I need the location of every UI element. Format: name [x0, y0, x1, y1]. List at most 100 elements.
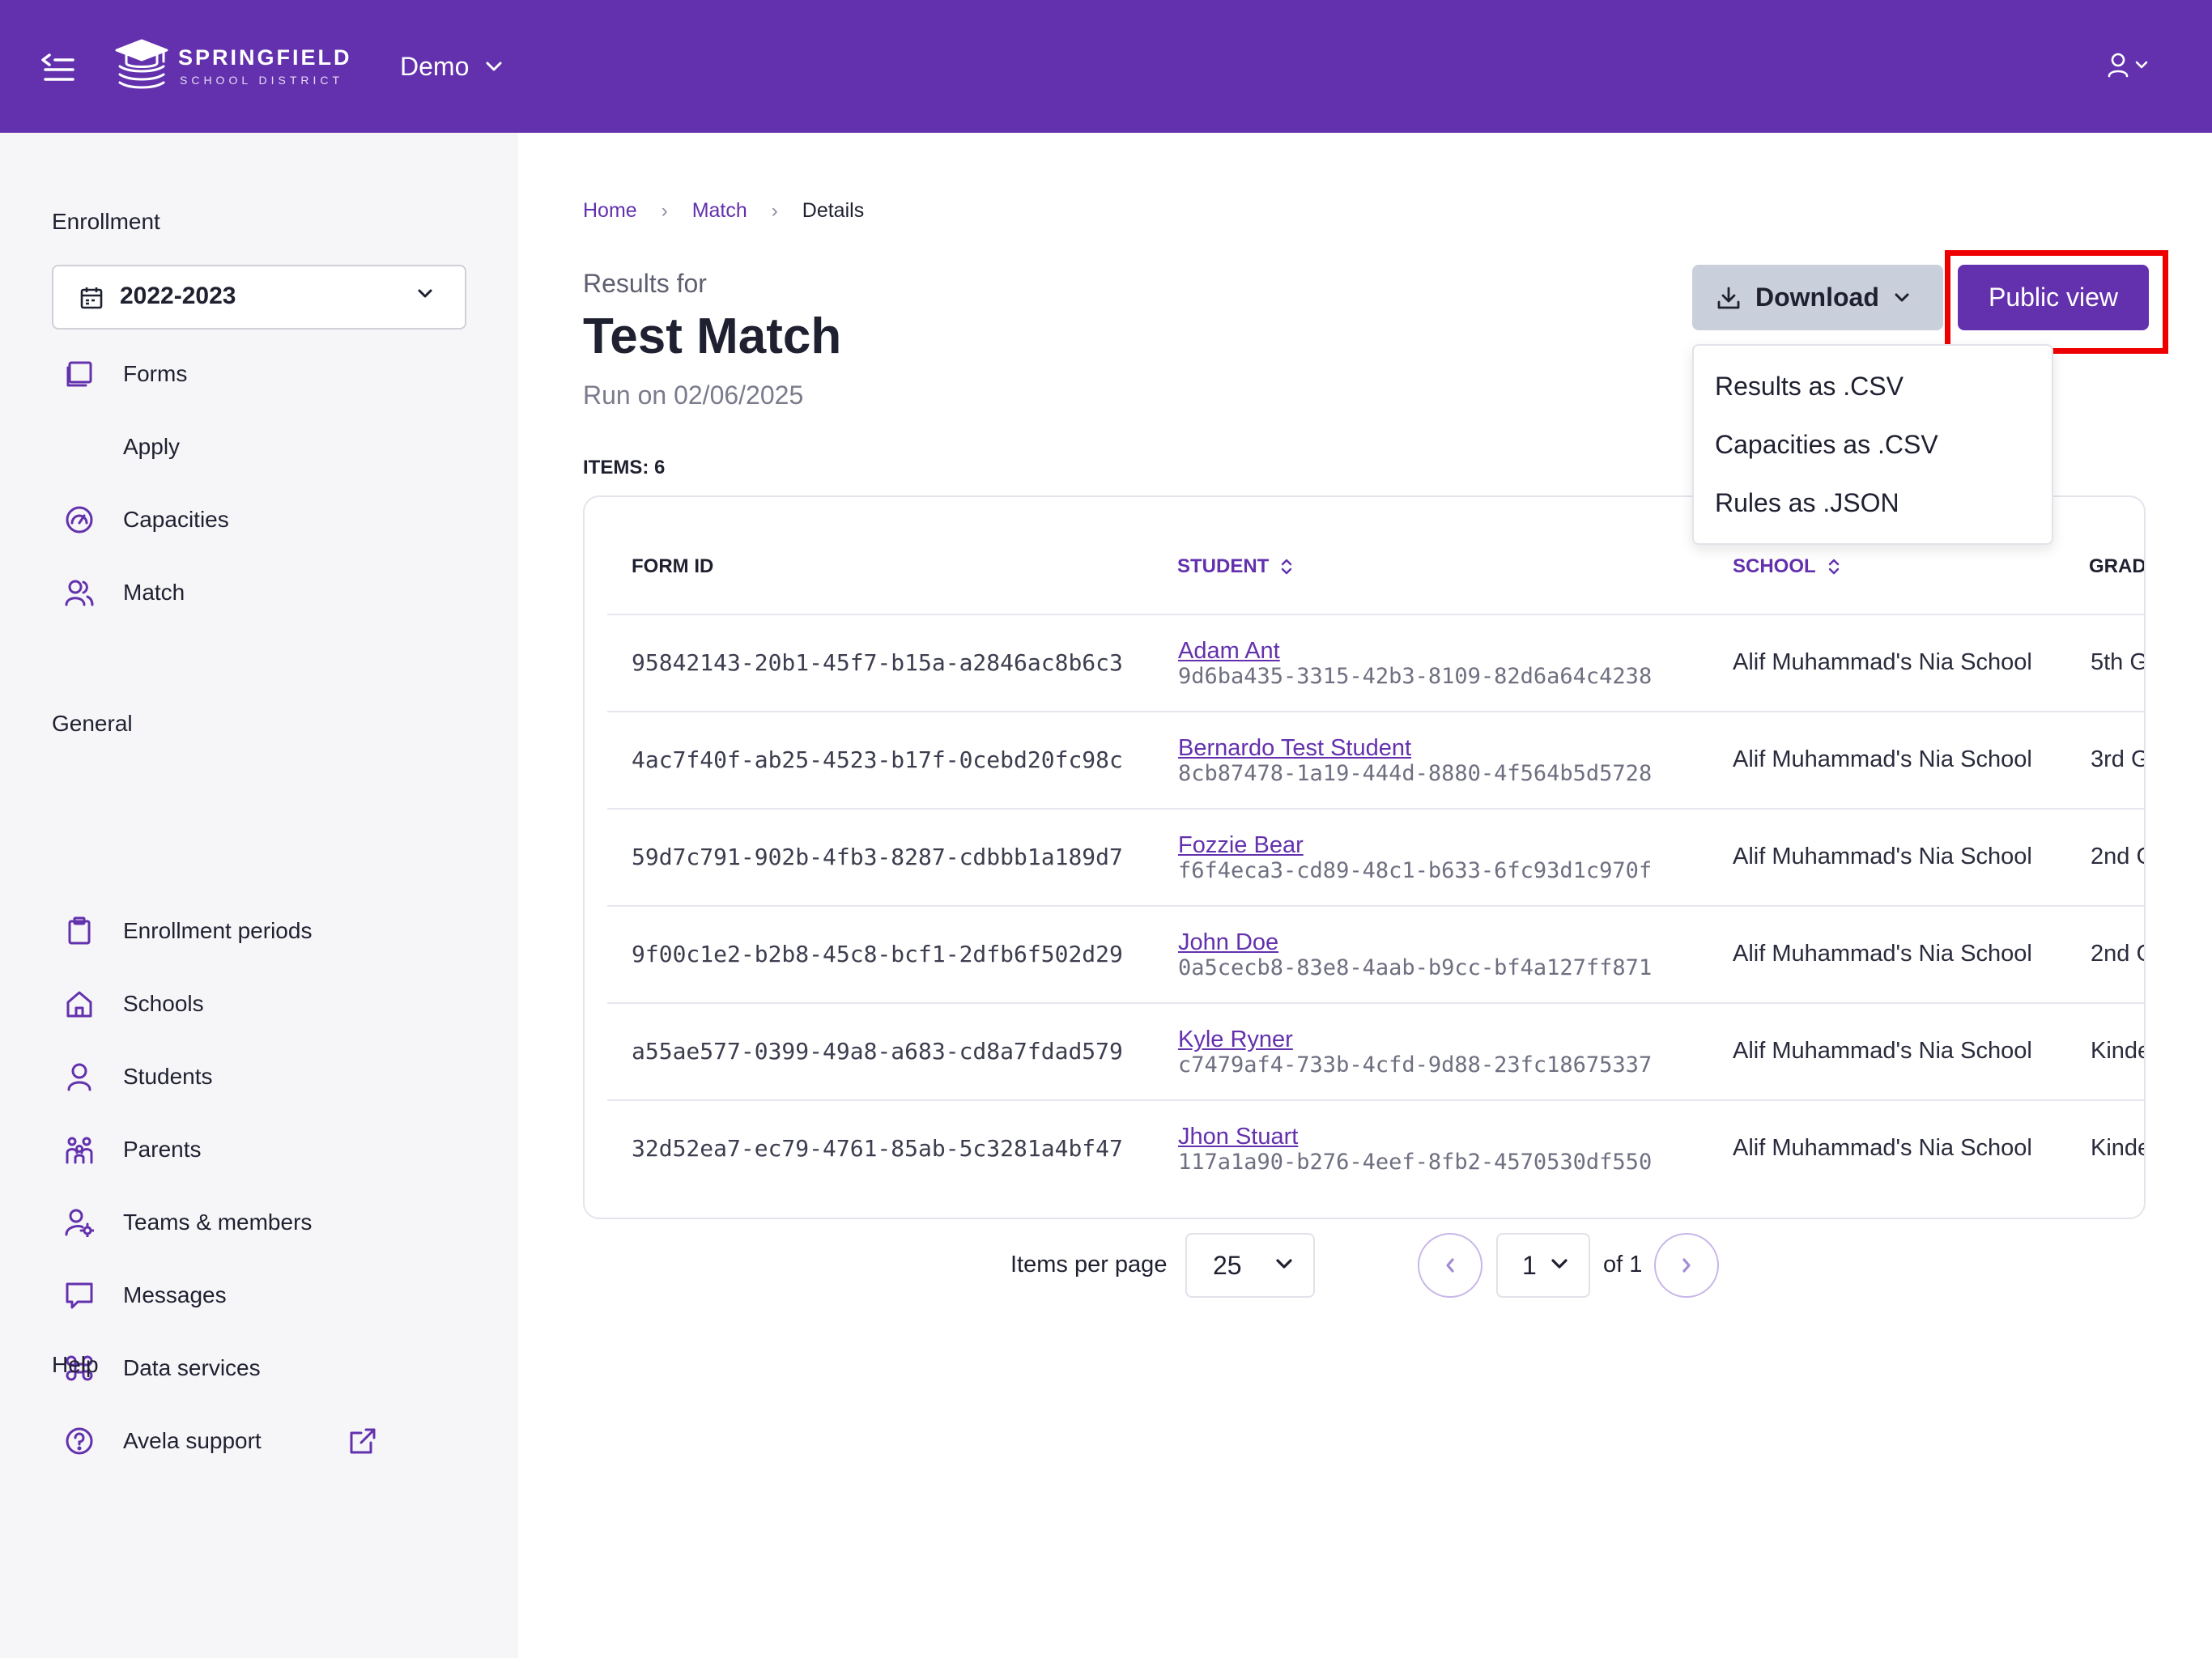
download-menu: Results as .CSV Capacities as .CSV Rules…	[1692, 344, 2053, 545]
sidebar-item-students[interactable]: Students	[52, 1048, 466, 1106]
enrollment-year-select[interactable]: 2022-2023	[52, 265, 466, 329]
sidebar-item-label: Capacities	[123, 507, 229, 532]
sidebar-item-label: Messages	[123, 1282, 227, 1307]
column-header-grade: GRAD	[2089, 555, 2144, 578]
family-icon	[65, 1135, 94, 1164]
enrollment-year-value: 2022-2023	[120, 283, 236, 309]
student-name-link[interactable]: John Doe	[1178, 929, 1279, 955]
form-id-cell: 59d7c791-902b-4fb3-8287-cdbbb1a189d7	[632, 844, 1123, 870]
student-id: 8cb87478-1a19-444d-8880-4f564b5d5728	[1178, 761, 1653, 786]
student-name-link[interactable]: Jhon Stuart	[1178, 1124, 1299, 1150]
district-logo[interactable]: SPRINGFIELD SCHOOL DISTRICT	[113, 37, 350, 96]
organization-name: Demo	[400, 51, 470, 81]
breadcrumb-home[interactable]: Home	[583, 199, 637, 222]
row-divider	[607, 808, 2144, 810]
column-header-school[interactable]: SCHOOL	[1733, 555, 1840, 578]
grade-cell: 3rd G	[2091, 746, 2146, 772]
student-name-link[interactable]: Kyle Ryner	[1178, 1027, 1293, 1052]
sidebar-item-label: Data services	[123, 1355, 261, 1380]
school-cell: Alif Muhammad's Nia School	[1733, 1135, 2032, 1161]
user-gear-icon	[65, 1208, 94, 1237]
sidebar-item-teams-members[interactable]: Teams & members	[52, 1193, 466, 1252]
public-view-highlight	[1945, 250, 2168, 354]
student-id: 117a1a90-b276-4eef-8fb2-4570530df550	[1178, 1150, 1653, 1175]
breadcrumb-current: Details	[802, 199, 865, 222]
items-per-page-select[interactable]: 25	[1185, 1233, 1315, 1298]
sidebar-item-data-services[interactable]: Data services	[52, 1339, 466, 1397]
sidebar-item-label: Enrollment periods	[123, 918, 313, 943]
school-cell: Alif Muhammad's Nia School	[1733, 844, 2032, 869]
column-header-student[interactable]: STUDENT	[1177, 555, 1293, 578]
home-icon	[65, 989, 94, 1018]
sidebar-item-match[interactable]: Match	[52, 563, 466, 622]
results-for-label: Results for	[583, 269, 707, 298]
menu-item-rules-json[interactable]: Rules as .JSON	[1715, 488, 1899, 517]
logo-title: SPRINGFIELD	[178, 45, 352, 70]
items-per-page-label: Items per page	[1010, 1252, 1168, 1278]
help-heading: Help	[52, 1352, 99, 1377]
sidebar-item-label: Schools	[123, 991, 204, 1016]
student-id: f6f4eca3-cd89-48c1-b633-6fc93d1c970f	[1178, 858, 1653, 883]
page-select[interactable]: 1	[1496, 1233, 1590, 1298]
grade-cell: Kinde	[2091, 1135, 2146, 1161]
sidebar-item-enrollment-periods[interactable]: Enrollment periods	[52, 902, 466, 960]
school-cell: Alif Muhammad's Nia School	[1733, 1038, 2032, 1064]
collapse-menu-icon[interactable]	[39, 47, 78, 86]
page-total: of 1	[1603, 1252, 1643, 1278]
student-name-link[interactable]: Fozzie Bear	[1178, 832, 1304, 858]
sidebar-item-messages[interactable]: Messages	[52, 1266, 466, 1324]
column-header-label: STUDENT	[1177, 555, 1270, 577]
menu-item-capacities-csv[interactable]: Capacities as .CSV	[1715, 430, 1938, 459]
sidebar-item-parents[interactable]: Parents	[52, 1120, 466, 1179]
clipboard-icon	[65, 916, 94, 946]
chevron-right-icon	[1681, 1256, 1692, 1274]
command-icon	[65, 1354, 94, 1383]
student-id: 0a5cecb8-83e8-4aab-b9cc-bf4a127ff871	[1178, 955, 1653, 980]
graduation-cap-icon	[113, 37, 170, 91]
chevron-down-icon	[1550, 1257, 1569, 1270]
gauge-icon	[65, 505, 94, 534]
column-header-form-id: FORM ID	[632, 555, 713, 578]
grade-cell: 2nd G	[2091, 844, 2144, 869]
chevron-left-icon	[1444, 1256, 1456, 1274]
enrollment-heading: Enrollment	[52, 209, 160, 234]
external-link-icon[interactable]	[348, 1426, 377, 1456]
sidebar-item-avela-support[interactable]: Avela support	[52, 1412, 466, 1470]
previous-page-button[interactable]	[1418, 1233, 1482, 1298]
sidebar-item-capacities[interactable]: Capacities	[52, 491, 466, 549]
row-divider	[607, 711, 2144, 712]
general-heading: General	[52, 711, 133, 736]
breadcrumb-match[interactable]: Match	[691, 199, 747, 222]
download-button[interactable]: Download	[1692, 265, 1943, 330]
public-view-button-label: Public view	[1988, 283, 2119, 312]
student-name-link[interactable]: Adam Ant	[1178, 638, 1280, 664]
student-name-link[interactable]: Bernardo Test Student	[1178, 735, 1412, 761]
form-id-cell: a55ae577-0399-49a8-a683-cd8a7fdad579	[632, 1038, 1123, 1065]
logo-subtitle: SCHOOL DISTRICT	[180, 74, 344, 87]
download-icon	[1716, 286, 1741, 310]
message-icon	[65, 1281, 94, 1310]
school-cell: Alif Muhammad's Nia School	[1733, 649, 2032, 675]
next-page-button[interactable]	[1654, 1233, 1719, 1298]
person-icon	[65, 1062, 94, 1091]
forms-icon	[65, 359, 94, 389]
results-table: FORM ID STUDENT SCHOOL GRAD 95842143-20b…	[583, 495, 2146, 1219]
chevron-down-icon	[485, 61, 503, 72]
sidebar-item-forms[interactable]: Forms	[52, 345, 466, 403]
top-bar: SPRINGFIELD SCHOOL DISTRICT Demo	[0, 0, 2212, 133]
menu-item-results-csv[interactable]: Results as .CSV	[1715, 372, 1904, 401]
school-cell: Alif Muhammad's Nia School	[1733, 746, 2032, 772]
user-menu-button[interactable]	[2107, 49, 2149, 81]
sidebar-item-apply[interactable]: Apply	[52, 418, 466, 476]
sort-icon	[1827, 558, 1840, 576]
chevron-down-icon	[416, 288, 434, 300]
public-view-button[interactable]: Public view	[1958, 265, 2149, 330]
column-header-label: FORM ID	[632, 555, 714, 577]
organization-switcher[interactable]: Demo	[400, 47, 503, 86]
chevron-down-icon	[1274, 1257, 1294, 1270]
form-id-cell: 95842143-20b1-45f7-b15a-a2846ac8b6c3	[632, 649, 1123, 676]
sidebar-item-label: Teams & members	[123, 1209, 313, 1235]
chevron-down-icon	[1894, 292, 1910, 304]
page-title: Test Match	[583, 308, 842, 364]
sidebar-item-schools[interactable]: Schools	[52, 975, 466, 1033]
